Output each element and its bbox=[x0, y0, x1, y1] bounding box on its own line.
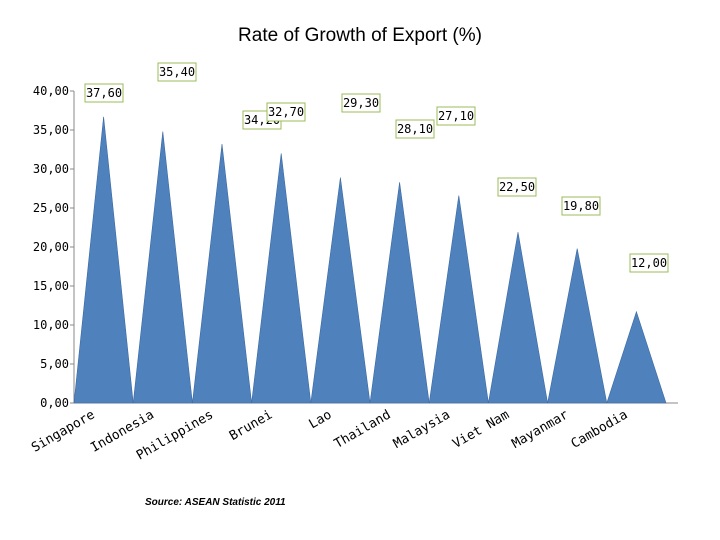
peak-bar bbox=[192, 144, 252, 404]
data-label: 35,40 bbox=[159, 65, 195, 79]
data-label: 22,50 bbox=[499, 180, 535, 194]
category-label: Malaysia bbox=[391, 407, 453, 451]
y-tick-label: 5,00 bbox=[40, 357, 69, 371]
y-tick-label: 15,00 bbox=[33, 279, 69, 293]
y-tick-label: 35,00 bbox=[33, 123, 69, 137]
category-label: Thailand bbox=[332, 407, 394, 451]
data-label: 19,80 bbox=[563, 199, 599, 213]
category-label: Brunei bbox=[227, 407, 275, 443]
peak-bar bbox=[310, 177, 371, 404]
data-label: 32,70 bbox=[268, 105, 304, 119]
data-label-box bbox=[395, 119, 435, 139]
y-axis-ticks: 0,00 5,00 10,00 15,00 20,00 25,00 30,00 35,00 40… bbox=[33, 84, 74, 410]
y-tick-label: 0,00 bbox=[40, 396, 69, 410]
data-label-box bbox=[629, 253, 669, 273]
data-label-box bbox=[497, 177, 537, 197]
data-label-box bbox=[436, 106, 476, 126]
source-note: Source: ASEAN Statistic 2011 bbox=[145, 497, 286, 508]
category-label: Singapore bbox=[29, 407, 98, 455]
data-label: 12,00 bbox=[631, 256, 667, 270]
data-label-box bbox=[561, 196, 601, 216]
peak-bar bbox=[251, 153, 312, 404]
data-label-box bbox=[84, 83, 124, 103]
peak-bar bbox=[547, 248, 608, 404]
y-tick-label: 40,00 bbox=[33, 84, 69, 98]
y-tick-label: 25,00 bbox=[33, 201, 69, 215]
category-label: Cambodia bbox=[569, 407, 631, 451]
peak-bar bbox=[428, 195, 489, 404]
peak-bar bbox=[488, 232, 548, 404]
data-label: 29,30 bbox=[343, 96, 379, 110]
category-label: Viet Nam bbox=[450, 407, 512, 451]
y-tick-label: 20,00 bbox=[33, 240, 69, 254]
data-label-box bbox=[157, 62, 197, 82]
category-label: Mayanmar bbox=[509, 407, 571, 451]
chart-title: Rate of Growth of Export (%) bbox=[238, 25, 482, 46]
data-label-box bbox=[341, 93, 381, 113]
y-tick-label: 30,00 bbox=[33, 162, 69, 176]
peak-bar bbox=[132, 131, 193, 404]
data-labels: 37,6034,2032,7029,3028,1027,1022,5019,80… bbox=[84, 62, 669, 273]
category-label: Lao bbox=[307, 407, 335, 432]
data-label: 37,60 bbox=[86, 86, 122, 100]
data-label: 27,10 bbox=[438, 109, 474, 123]
peak-bar bbox=[369, 182, 430, 404]
data-label-box bbox=[266, 102, 306, 122]
y-tick-label: 10,00 bbox=[33, 318, 69, 332]
peak-bar bbox=[73, 116, 134, 404]
data-label: 28,10 bbox=[397, 122, 433, 136]
series-peaks bbox=[73, 116, 667, 404]
peak-bar bbox=[606, 310, 667, 404]
